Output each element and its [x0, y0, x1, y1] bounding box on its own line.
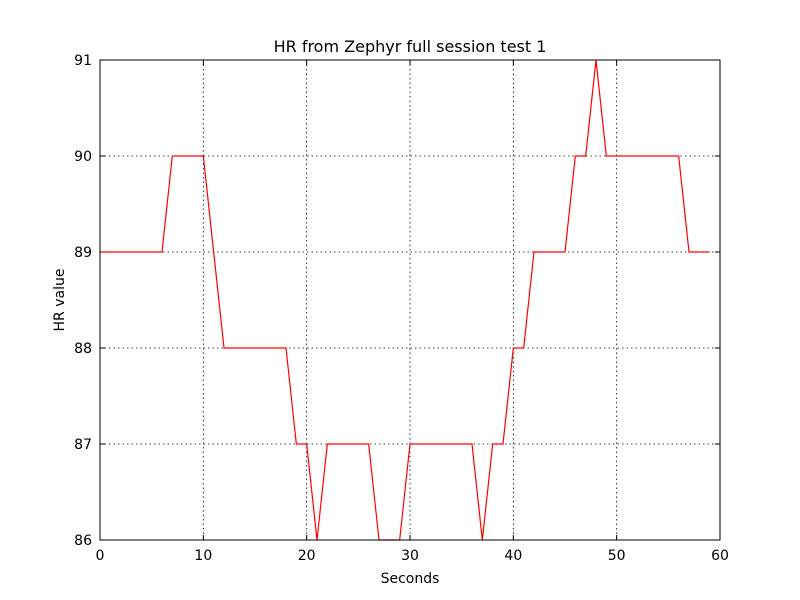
- chart-title: HR from Zephyr full session test 1: [274, 37, 547, 56]
- x-tick-label: 40: [504, 548, 522, 564]
- x-tick-label: 50: [608, 548, 626, 564]
- x-tick-label: 0: [96, 548, 105, 564]
- y-tick-label: 87: [74, 437, 92, 453]
- y-tick-label: 90: [74, 149, 92, 165]
- y-tick-label: 88: [74, 341, 92, 357]
- plot-frame: [99, 59, 721, 541]
- x-tick-label: 10: [194, 548, 212, 564]
- x-axis-label: Seconds: [381, 571, 440, 587]
- y-tick-label: 89: [74, 245, 92, 261]
- x-tick-label: 30: [401, 548, 419, 564]
- y-tick-label: 86: [74, 533, 92, 549]
- x-tick-label: 60: [711, 548, 729, 564]
- y-axis-label: HR value: [52, 269, 68, 332]
- grid-lines: [100, 60, 720, 540]
- hr-series-line: [100, 59, 710, 541]
- tick-labels: 0 10 20 30 40 50 60 86 87 88 89 90 91: [74, 53, 729, 564]
- series-layer: [100, 59, 710, 541]
- x-tick-label: 20: [298, 548, 316, 564]
- y-tick-label: 91: [74, 53, 92, 69]
